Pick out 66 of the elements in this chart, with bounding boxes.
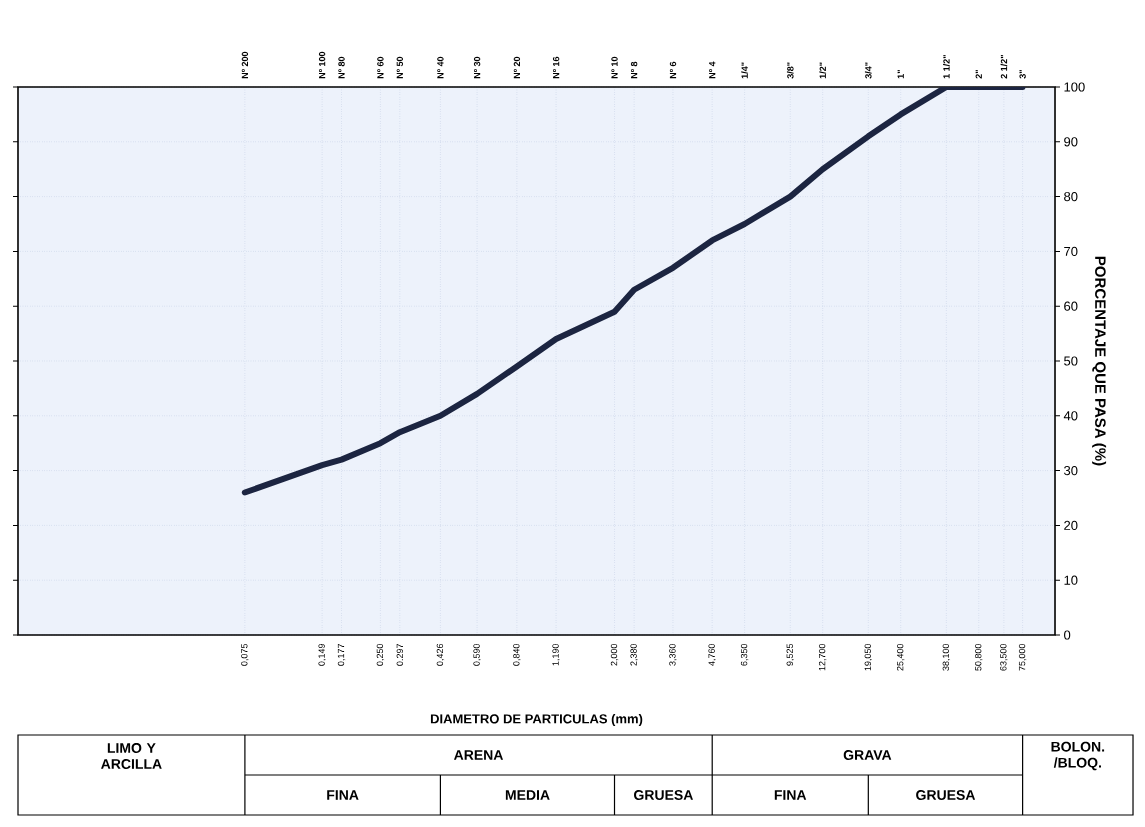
x-tick-label: 2,380 [630, 643, 638, 666]
y-tick-label: 10 [1064, 575, 1078, 585]
text: 2 1/2" [1000, 55, 1008, 79]
x-tick-label: 12,700 [818, 643, 827, 671]
text: Nº 200 [241, 51, 249, 79]
text: FINA [774, 790, 807, 800]
x-tick-label: 0,177 [337, 643, 346, 666]
text: Nº 20 [513, 56, 521, 79]
text: GRUESA [916, 790, 976, 800]
text: 1/4" [741, 62, 748, 79]
x-tick-label: 9,525 [786, 643, 794, 666]
x-tick-label: 38,100 [942, 643, 951, 671]
text: Nº 60 [377, 56, 384, 79]
y-tick-label: 20 [1064, 520, 1078, 530]
text: MEDIA [505, 790, 550, 800]
y-tick-label: 40 [1063, 411, 1078, 421]
y-axis-title: PORCENTAJE QUE PASA (%) [1092, 256, 1107, 466]
text: Nº 80 [338, 56, 345, 79]
text: Nº 30 [473, 56, 481, 79]
text: 3" [1019, 70, 1026, 79]
y-tick-label: 0 [1064, 630, 1071, 640]
text: LIMO Y ARCILLA [101, 743, 162, 769]
x-tick-label: 0,250 [376, 643, 385, 666]
x-tick-label: 0,590 [473, 643, 481, 666]
text: Nº 40 [437, 56, 444, 79]
text: BOLON. /BLOQ. [1051, 741, 1105, 771]
y-tick-label: 90 [1064, 137, 1078, 147]
text: 2" [975, 70, 982, 79]
y-tick-label: 60 [1064, 301, 1078, 311]
x-tick-label: 25,400 [896, 643, 905, 671]
text: 1" [897, 70, 904, 79]
text: 1/2" [819, 62, 827, 79]
text: GRAVA [843, 750, 892, 760]
y-tick-label: 80 [1064, 191, 1078, 202]
y-tick-label: 50 [1064, 356, 1078, 366]
x-tick-label: 1,190 [552, 643, 560, 666]
x-tick-label: 4,760 [708, 643, 716, 666]
text: Nº 6 [669, 61, 677, 79]
y-tick-label: 70 [1064, 246, 1078, 256]
text: FINA [327, 790, 359, 800]
x-tick-label: 75,000 [1018, 643, 1027, 671]
x-tick-label: 0,840 [513, 643, 521, 666]
text: Nº 8 [630, 61, 638, 79]
text: ARENA [453, 750, 504, 760]
text: Nº 10 [611, 56, 618, 79]
x-tick-label: 19,050 [864, 643, 873, 671]
text: Nº 100 [318, 51, 326, 79]
text: Nº 4 [709, 61, 716, 79]
x-tick-label: 6,350 [740, 643, 749, 666]
text: Nº 50 [396, 56, 403, 79]
text: 3/8" [786, 62, 794, 79]
x-tick-label: 50,800 [975, 643, 983, 671]
x-axis-title: DIAMETRO DE PARTICULAS (mm) [430, 713, 643, 727]
x-tick-label: 2,000 [610, 643, 619, 666]
x-tick-label: 0,149 [318, 643, 326, 666]
text: 3/4" [864, 62, 872, 79]
x-tick-label: 3,360 [669, 643, 677, 666]
x-tick-label: 0,075 [241, 643, 249, 666]
y-tick-label: 30 [1064, 465, 1078, 476]
text: Nº 16 [552, 56, 560, 79]
text: GRUESA [634, 790, 693, 800]
y-tick-label: 100 [1064, 82, 1085, 92]
x-tick-label: 0,426 [436, 643, 445, 666]
x-tick-label: 0.297 [396, 643, 403, 666]
text: 1 1/2" [943, 55, 950, 79]
x-tick-label: 63,500 [1000, 643, 1008, 671]
